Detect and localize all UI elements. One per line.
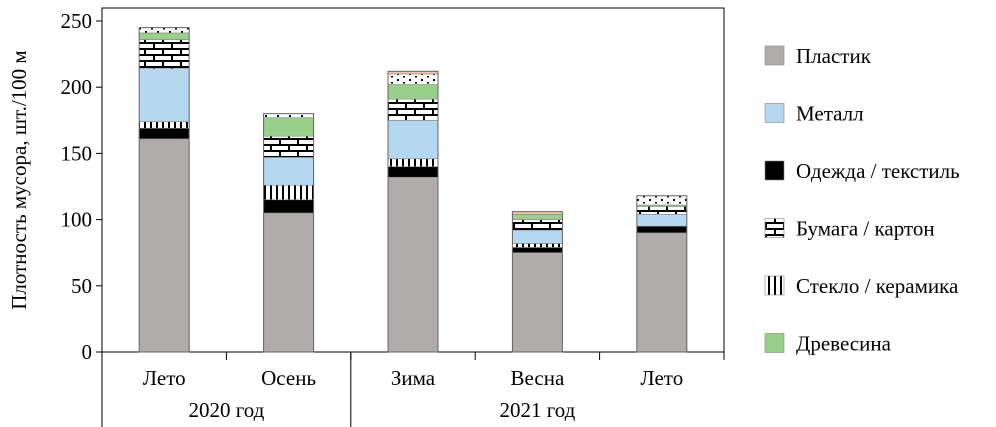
bar-segment-Бумага / картон — [636, 206, 688, 215]
bar-segment-other-6 — [263, 113, 314, 118]
legend-label: Древесина — [796, 332, 892, 356]
bar-segment-Одежда / текстиль — [512, 247, 563, 254]
legend-label: Металл — [796, 102, 864, 126]
bar-segment-Пластик — [636, 232, 688, 353]
bar-segment-Стекло / керамика — [138, 121, 190, 129]
bar-outline — [138, 27, 190, 353]
legend-label: Стекло / керамика — [796, 274, 959, 298]
bar-segment-Металл — [636, 214, 688, 227]
group-label: 2020 год — [188, 398, 264, 422]
bar-segment-Стекло / керамика — [263, 184, 314, 201]
bar-segment-Металл — [512, 229, 563, 244]
x-tick-label: Зима — [391, 366, 436, 390]
y-tick-label: 100 — [61, 208, 93, 232]
legend-label: Одежда / текстиль — [796, 159, 960, 183]
bar-segment-Древесина — [512, 214, 563, 220]
bar-segment-Металл — [387, 120, 439, 159]
bar-segment-other-6 — [636, 195, 688, 206]
bar-segment-Бумага / картон — [138, 39, 190, 69]
bar-outline — [511, 211, 563, 353]
bar-segment-Пластик — [138, 138, 190, 353]
group-label: 2021 год — [499, 398, 575, 422]
bar-segment-Пластик — [512, 252, 563, 353]
bar-segment-Металл — [138, 68, 190, 122]
x-tick-label: Лето — [143, 366, 186, 390]
bar-segment-Пластик — [387, 176, 439, 353]
legend-swatch — [764, 333, 785, 353]
bar-outline — [263, 113, 315, 353]
bar-segment-Древесина — [263, 117, 314, 137]
legend-swatch — [764, 160, 785, 181]
legend-swatch — [764, 275, 785, 296]
y-tick-label: 250 — [61, 9, 93, 33]
x-tick-label: Осень — [261, 366, 316, 390]
y-tick-label: 0 — [82, 340, 93, 364]
y-tick-label: 200 — [61, 75, 93, 99]
y-tick-label: 150 — [61, 141, 93, 165]
bar-segment-other-6 — [138, 27, 190, 34]
legend-label: Пластик — [796, 44, 872, 68]
bar-segment-Одежда / текстиль — [138, 127, 190, 140]
y-tick-label: 50 — [71, 274, 92, 298]
x-tick-label: Лето — [640, 366, 683, 390]
legend-swatch — [764, 103, 785, 123]
legend-swatch — [764, 218, 785, 238]
bar-segment-other-6 — [387, 73, 439, 85]
x-tick-label: Весна — [511, 366, 565, 390]
bar-segment-Древесина — [387, 84, 439, 100]
bar-segment-Пластик — [263, 212, 314, 353]
legend-label: Бумага / картон — [796, 217, 935, 241]
bar-outline — [387, 70, 439, 353]
bar-segment-Одежда / текстиль — [387, 166, 439, 178]
bar-segment-Одежда / текстиль — [636, 225, 688, 234]
bar-segment-Металл — [263, 157, 314, 186]
bar-segment-Стекло / керамика — [512, 243, 563, 248]
bar-outline — [636, 195, 688, 353]
bar-segment-Бумага / картон — [387, 98, 439, 121]
bar-segment-Стекло / керамика — [387, 158, 439, 167]
bar-segment-Одежда / текстиль — [263, 199, 314, 214]
legend-swatch — [764, 45, 785, 66]
bar-segment-Бумага / картон — [263, 135, 314, 158]
bar-segment-Бумага / картон — [512, 219, 563, 231]
y-axis-label: Плотность мусора, шт./100 м — [7, 50, 31, 309]
bar-segment-Древесина — [138, 32, 190, 40]
